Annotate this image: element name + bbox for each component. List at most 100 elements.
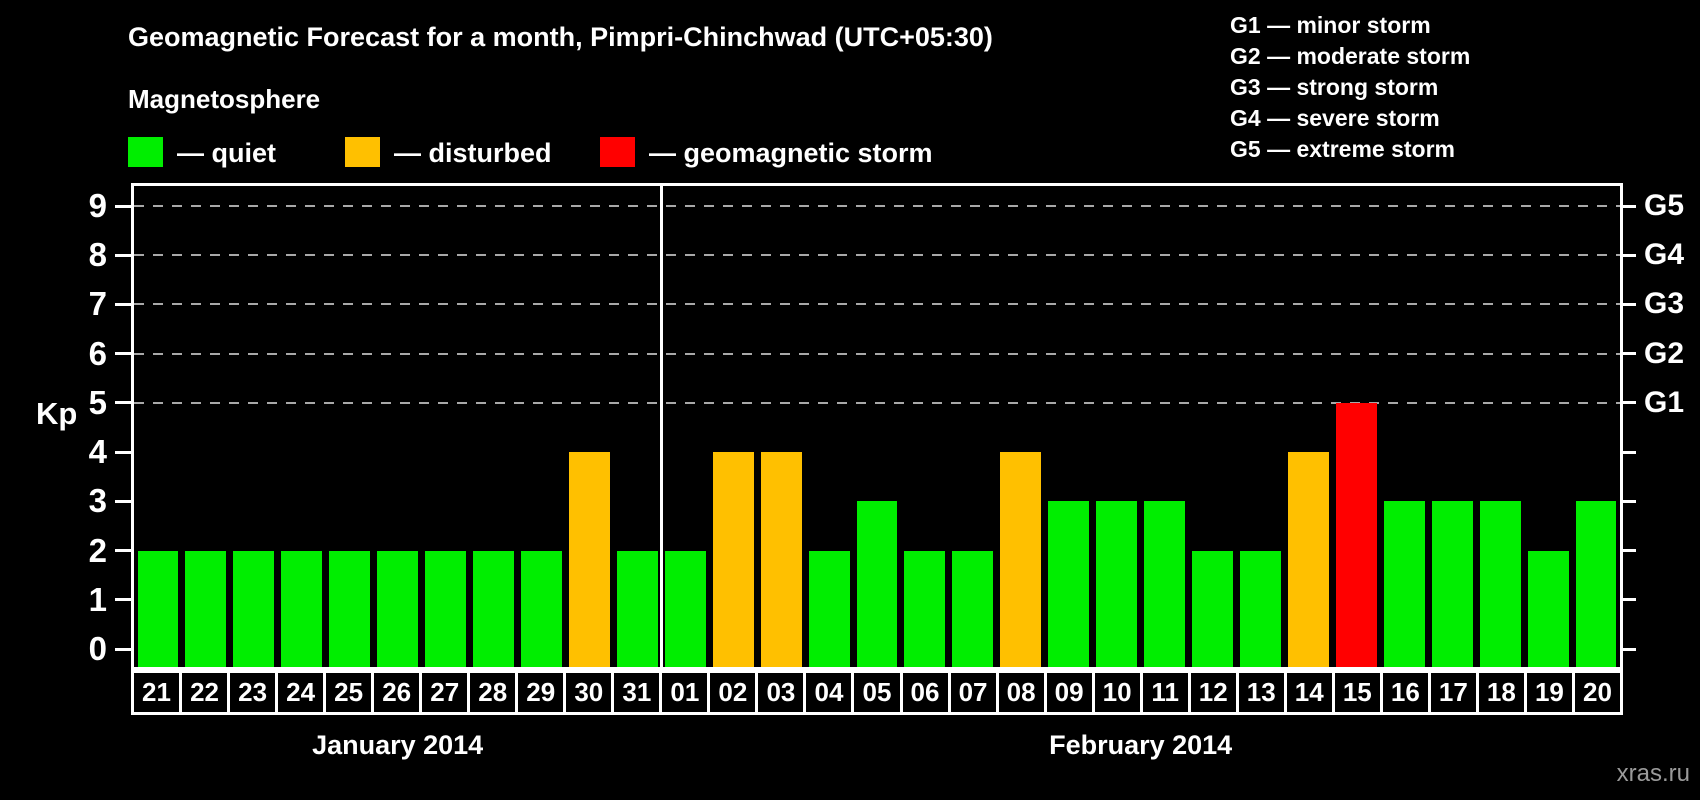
y-axis-tick-label-9: 9 (88, 187, 107, 224)
y-axis-tick-label-5: 5 (88, 383, 107, 421)
gridline-kp5 (134, 401, 1620, 404)
g-level-label-g4: G4 (1644, 238, 1685, 272)
day-label-cell-06: 06 (903, 673, 951, 712)
day-label-cell-30: 30 (566, 673, 615, 712)
kp-bar-day-22 (185, 550, 227, 667)
g-scale-legend-item-g5: G5 — extreme storm (1230, 136, 1455, 162)
legend-item-storm: — geomagnetic storm (600, 137, 940, 168)
y-axis-tick-left-4 (115, 450, 131, 454)
kp-bar-day-21 (137, 550, 179, 667)
legend-item-disturbed: — disturbed (345, 137, 645, 168)
gridline-kp6 (134, 352, 1620, 355)
disturbed-color-swatch (345, 137, 380, 167)
gridline-kp8 (134, 254, 1620, 257)
day-label-cell-10: 10 (1095, 673, 1143, 712)
day-label-cell-23: 23 (230, 673, 279, 712)
g-scale-legend-item-g2: G2 — moderate storm (1230, 43, 1471, 69)
kp-bar-day-14 (1287, 452, 1329, 667)
day-label-cell-13: 13 (1239, 673, 1287, 712)
kp-bar-day-04 (808, 550, 850, 667)
day-label-cell-29: 29 (518, 673, 567, 712)
day-label-cell-15: 15 (1335, 673, 1383, 712)
page-title: Geomagnetic Forecast for a month, Pimpri… (128, 22, 993, 52)
g-scale-legend-item-g1: G1 — minor storm (1230, 12, 1431, 38)
day-label-cell-27: 27 (422, 673, 471, 712)
y-axis-tick-label-3: 3 (88, 482, 107, 520)
kp-bar-day-29 (520, 550, 562, 667)
kp-bar-day-06 (904, 550, 946, 667)
day-label-cell-11: 11 (1143, 673, 1191, 712)
y-axis-tick-left-2 (115, 549, 131, 553)
y-axis-tick-right-0 (1620, 647, 1636, 651)
kp-bar-day-08 (1000, 452, 1042, 667)
day-label-cell-12: 12 (1191, 673, 1239, 712)
day-label-cell-21: 21 (134, 673, 183, 712)
kp-bar-day-18 (1479, 501, 1521, 667)
y-axis-tick-right-8 (1620, 253, 1636, 257)
g-scale-legend-item-g3: G3 — strong storm (1230, 74, 1439, 100)
kp-bar-day-31 (616, 550, 658, 667)
kp-bar-day-16 (1383, 501, 1425, 667)
kp-bar-day-23 (233, 550, 275, 667)
y-axis-tick-left-7 (115, 302, 131, 306)
day-label-cell-28: 28 (470, 673, 519, 712)
y-axis-tick-right-1 (1620, 598, 1636, 602)
y-axis-tick-left-0 (115, 647, 131, 651)
y-axis-tick-right-7 (1620, 302, 1636, 306)
chart-plot-area (131, 183, 1623, 670)
day-label-cell-20: 20 (1582, 677, 1612, 707)
kp-bar-day-25 (329, 550, 371, 667)
day-label-cell-01: 01 (662, 673, 711, 712)
kp-bar-day-01 (664, 550, 706, 667)
g-level-label-g3: G3 (1644, 287, 1685, 321)
day-label-cell-09: 09 (1047, 673, 1095, 712)
y-axis-tick-right-9 (1620, 204, 1636, 208)
y-axis-tick-label-4: 4 (88, 433, 107, 471)
kp-bar-day-13 (1240, 550, 1281, 667)
day-label-cell-08: 08 (999, 673, 1047, 712)
g-scale-legend-item-g4: G4 — severe storm (1230, 105, 1440, 131)
g-level-label-g2: G2 (1644, 336, 1685, 370)
gridline-kp7 (134, 303, 1620, 306)
day-label-cell-22: 22 (182, 673, 231, 712)
y-axis-tick-label-1: 1 (88, 580, 107, 618)
day-label-cell-03: 03 (758, 673, 807, 712)
xras-watermark-link[interactable]: xras.ru (1616, 760, 1690, 787)
kp-bar-day-20 (1575, 501, 1617, 667)
y-axis-tick-label-0: 0 (88, 630, 107, 667)
kp-bar-day-26 (377, 550, 419, 667)
day-label-cell-02: 02 (710, 673, 759, 712)
kp-bar-day-24 (281, 550, 323, 667)
day-label-cell-04: 04 (806, 673, 855, 712)
day-label-cell-05: 05 (854, 673, 903, 712)
kp-bar-day-11 (1144, 501, 1186, 667)
kp-bar-day-02 (712, 452, 754, 667)
legend-item-label: — geomagnetic storm (649, 138, 933, 168)
y-axis-tick-right-6 (1620, 352, 1636, 356)
day-label-cell-26: 26 (374, 673, 423, 712)
magnetosphere-label: Magnetosphere (128, 84, 321, 114)
legend-item-quiet: — quiet (128, 137, 388, 168)
kp-bar-day-30 (568, 452, 610, 667)
day-label-cell-31: 31 (614, 673, 663, 712)
day-label-cell-25: 25 (326, 673, 375, 712)
storm-color-swatch (600, 137, 635, 167)
y-axis-tick-right-3 (1620, 499, 1636, 503)
gridline-kp9 (134, 205, 1620, 207)
y-axis-tick-label-8: 8 (88, 236, 107, 274)
legend-item-label: — quiet (177, 138, 276, 168)
kp-bar-day-05 (856, 501, 898, 667)
kp-bar-day-15 (1335, 402, 1377, 667)
kp-bar-day-27 (425, 550, 467, 667)
y-axis-tick-left-9 (115, 204, 131, 208)
month-label-january: January 2014 (312, 730, 484, 760)
g-level-label-g5: G5 (1644, 189, 1685, 222)
y-axis-tick-right-5 (1620, 401, 1636, 405)
kp-bar-day-10 (1096, 501, 1138, 667)
kp-axis-title: Kp (36, 396, 78, 431)
y-axis-tick-label-2: 2 (88, 531, 107, 569)
y-axis-tick-left-1 (115, 598, 131, 602)
day-label-cell-16: 16 (1383, 673, 1431, 712)
kp-bar-day-03 (760, 452, 802, 667)
